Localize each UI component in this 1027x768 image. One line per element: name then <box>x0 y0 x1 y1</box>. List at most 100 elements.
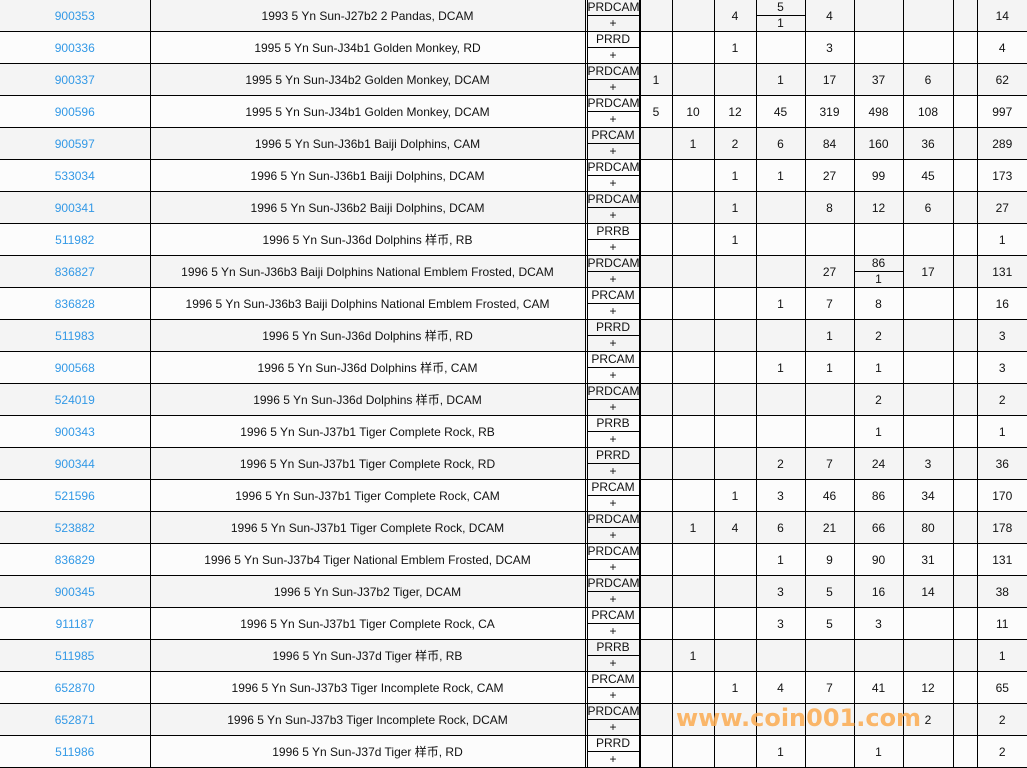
count-cell: 12 <box>853 191 904 224</box>
coin-id-link[interactable]: 533034 <box>54 168 95 183</box>
table-row: 523882 1996 5 Yn Sun-J37b1 Tiger Complete… <box>0 511 1027 544</box>
count-cell <box>755 319 806 352</box>
count-cell: 1 <box>713 159 757 192</box>
id-cell: 533034 <box>0 159 151 192</box>
count-cell <box>952 223 978 256</box>
coin-id-link[interactable]: 836829 <box>54 552 95 567</box>
count-cell: 2 <box>853 383 904 416</box>
count-cell <box>713 735 757 768</box>
count-cell: 21 <box>804 511 855 544</box>
count-cell <box>671 415 715 448</box>
plus-label: + <box>609 144 617 158</box>
coin-id-link[interactable]: 900344 <box>54 456 95 471</box>
coin-id-link[interactable]: 900597 <box>54 136 95 151</box>
count-cell: 1 <box>853 415 904 448</box>
count-cell <box>755 415 806 448</box>
table-row: 511983 1996 5 Yn Sun-J36d Dolphins 样币, RD… <box>0 319 1027 352</box>
description-cell: 1996 5 Yn Sun-J36b2 Baiji Dolphins, DCAM <box>149 191 586 224</box>
count-cell: 4 <box>804 0 855 32</box>
total-cell: 16 <box>976 287 1027 320</box>
count-cell: 108 <box>902 95 954 128</box>
table-row: 900343 1996 5 Yn Sun-J37b1 Tiger Complete… <box>0 415 1027 448</box>
id-cell: 900343 <box>0 415 151 448</box>
description-cell: 1996 5 Yn Sun-J37b3 Tiger Incomplete Roc… <box>149 671 586 704</box>
count-cell <box>952 607 978 640</box>
description-cell: 1996 5 Yn Sun-J37b2 Tiger, DCAM <box>149 575 586 608</box>
description-cell: 1996 5 Yn Sun-J36b3 Baiji Dolphins Natio… <box>149 255 586 288</box>
coin-id-link[interactable]: 511983 <box>55 328 95 343</box>
count-cell <box>713 287 757 320</box>
coin-id-link[interactable]: 900341 <box>54 200 95 215</box>
coin-id-link[interactable]: 900596 <box>54 104 95 119</box>
count-cell <box>639 671 673 704</box>
coin-id-link[interactable]: 524019 <box>54 392 95 407</box>
coin-id-link[interactable]: 652871 <box>54 712 95 727</box>
count-cell <box>671 543 715 576</box>
grade-label: PRRD <box>587 321 639 336</box>
coin-id-link[interactable]: 511982 <box>55 232 95 247</box>
count-cell: 9 <box>804 543 855 576</box>
coin-id-link[interactable]: 900336 <box>54 40 95 55</box>
count-cell <box>671 735 715 768</box>
grade-cell: PRDCAM + <box>584 191 641 224</box>
table-row: 900341 1996 5 Yn Sun-J36b2 Baiji Dolphins… <box>0 191 1027 224</box>
coin-id-link[interactable]: 836828 <box>54 296 95 311</box>
coin-id-link[interactable]: 521596 <box>54 488 95 503</box>
count-cell <box>952 575 978 608</box>
count-cell <box>902 351 954 384</box>
id-cell: 511985 <box>0 639 151 672</box>
count-cell: 5 <box>804 607 855 640</box>
count-cell: 1 <box>713 671 757 704</box>
count-cell <box>639 0 673 32</box>
coin-id-link[interactable]: 900568 <box>54 360 95 375</box>
description-cell: 1996 5 Yn Sun-J37b4 Tiger National Emble… <box>149 543 586 576</box>
count-cell <box>713 319 757 352</box>
count-cell: 1 <box>755 735 806 768</box>
count-cell <box>639 447 673 480</box>
count-cell: 14 <box>902 575 954 608</box>
count-cell <box>671 671 715 704</box>
grade-label: PRCAM <box>587 289 639 304</box>
count-cell <box>639 703 673 736</box>
count-cell <box>853 31 904 64</box>
grade-label: PRDCAM <box>587 160 640 176</box>
count-cell: 2 <box>755 447 806 480</box>
id-cell: 511983 <box>0 319 151 352</box>
coin-id-link[interactable]: 523882 <box>54 520 95 535</box>
count-cell <box>755 191 806 224</box>
description-cell: 1995 5 Yn Sun-J34b1 Golden Monkey, RD <box>149 31 586 64</box>
coin-id-link[interactable]: 911187 <box>55 616 94 631</box>
table-row: 900336 1995 5 Yn Sun-J34b1 Golden Monkey,… <box>0 31 1027 64</box>
count-cell: 1 <box>713 191 757 224</box>
coin-id-link[interactable]: 900337 <box>54 72 95 87</box>
total-cell: 178 <box>976 511 1027 544</box>
coin-id-link[interactable]: 836827 <box>54 264 95 279</box>
count-cell <box>755 31 806 64</box>
total-cell: 173 <box>976 159 1027 192</box>
count-cell: 17 <box>804 63 855 96</box>
table-row: 652870 1996 5 Yn Sun-J37b3 Tiger Incomple… <box>0 671 1027 704</box>
grade-label: PRDCAM <box>587 0 640 16</box>
count-cell: 1 <box>804 319 855 352</box>
count-cell <box>755 223 806 256</box>
plus-label: + <box>609 528 617 542</box>
count-cell: 84 <box>804 127 855 160</box>
count-cell <box>902 319 954 352</box>
count-cell <box>713 63 757 96</box>
coin-id-link[interactable]: 511986 <box>55 744 95 759</box>
coin-id-link[interactable]: 900345 <box>54 584 95 599</box>
coin-id-link[interactable]: 652870 <box>54 680 95 695</box>
count-cell <box>804 223 855 256</box>
grade-cell: PRRD + <box>584 31 641 64</box>
count-cell: 36 <box>902 127 954 160</box>
total-cell: 2 <box>976 383 1027 416</box>
coin-id-link[interactable]: 900353 <box>54 8 95 23</box>
count-cell <box>639 511 673 544</box>
table-row: 836829 1996 5 Yn Sun-J37b4 Tiger National… <box>0 543 1027 576</box>
coin-id-link[interactable]: 511985 <box>55 648 95 663</box>
count-cell: 80 <box>902 511 954 544</box>
table-row: 521596 1996 5 Yn Sun-J37b1 Tiger Complete… <box>0 479 1027 512</box>
table-row: 900568 1996 5 Yn Sun-J36d Dolphins 样币, CA… <box>0 351 1027 384</box>
count-cell <box>952 639 978 672</box>
coin-id-link[interactable]: 900343 <box>54 424 95 439</box>
